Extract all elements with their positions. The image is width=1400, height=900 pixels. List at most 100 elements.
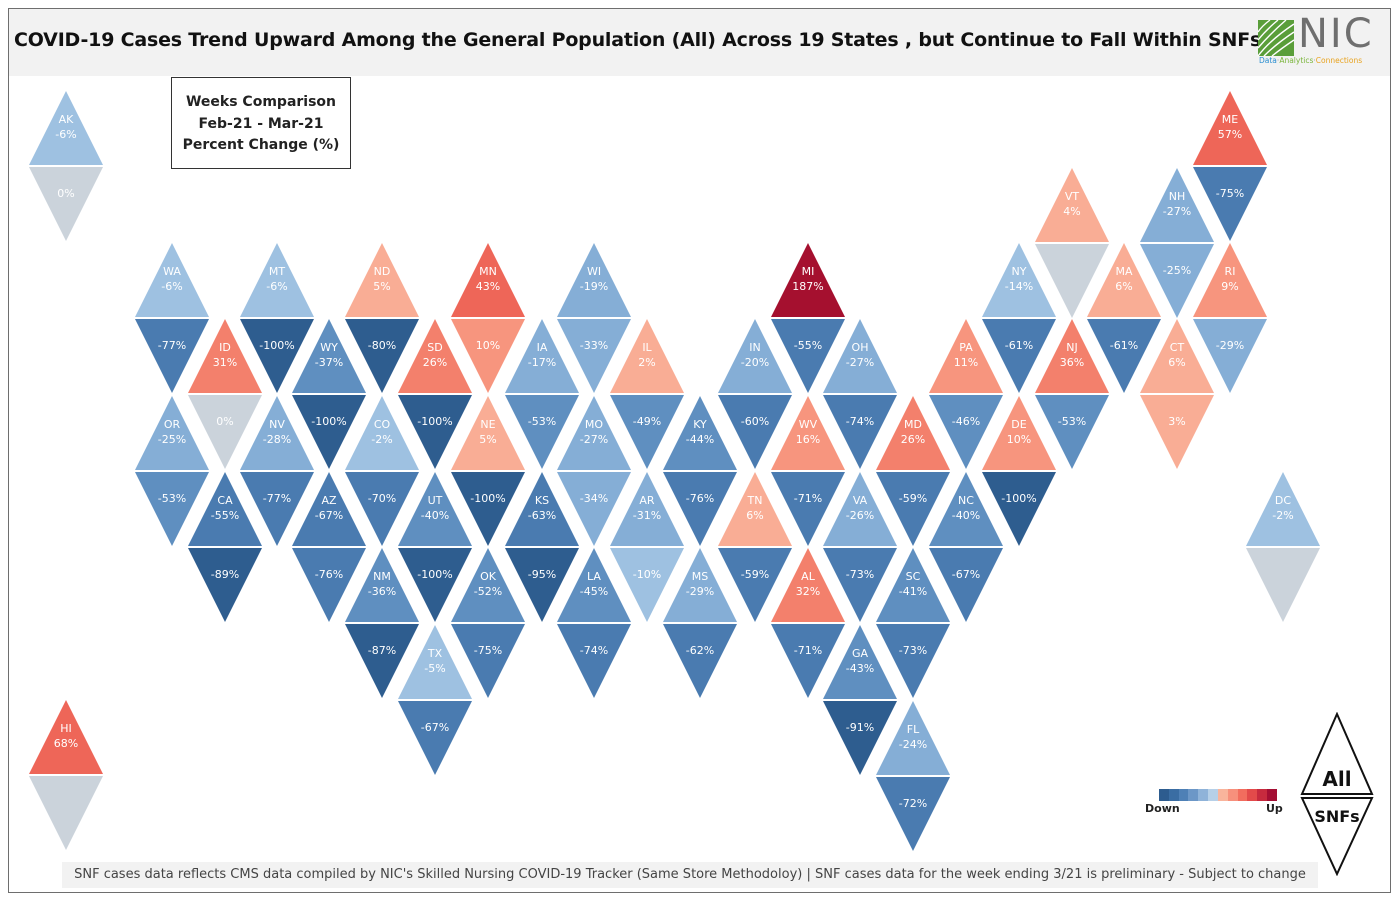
state-ar-snf-triangle[interactable]	[610, 548, 684, 622]
state-wy-snf-triangle[interactable]	[292, 395, 366, 469]
state-az-snf-triangle[interactable]	[292, 548, 366, 622]
state-ms[interactable]: MS -29% -62%	[663, 548, 737, 698]
state-nm-snf-triangle[interactable]	[345, 624, 419, 698]
state-al-all-triangle[interactable]	[771, 548, 845, 622]
state-va[interactable]: VA -26% -73%	[823, 472, 897, 622]
state-dc[interactable]: DC -2%	[1246, 472, 1320, 622]
state-il[interactable]: IL 2% -49%	[610, 319, 684, 469]
state-me-all-triangle[interactable]	[1193, 91, 1267, 165]
state-ky-all-triangle[interactable]	[663, 396, 737, 470]
state-vt-all-triangle[interactable]	[1035, 168, 1109, 242]
state-ga[interactable]: GA -43% -91%	[823, 625, 897, 775]
state-fl-all-triangle[interactable]	[876, 701, 950, 775]
state-ia[interactable]: IA -17% -53%	[505, 319, 579, 469]
state-pa-all-triangle[interactable]	[929, 319, 1003, 393]
state-ct-all-triangle[interactable]	[1140, 319, 1214, 393]
state-ma-all-triangle[interactable]	[1087, 243, 1161, 317]
state-co-all-triangle[interactable]	[345, 396, 419, 470]
state-ca-all-triangle[interactable]	[188, 472, 262, 546]
state-in[interactable]: IN -20% -60%	[718, 319, 792, 469]
state-ak-snf-triangle[interactable]	[29, 167, 103, 241]
state-ks[interactable]: KS -63% -95%	[505, 472, 579, 622]
state-co-snf-triangle[interactable]	[345, 472, 419, 546]
state-tx-snf-triangle[interactable]	[398, 701, 472, 775]
state-ct-snf-triangle[interactable]	[1140, 395, 1214, 469]
state-ok-all-triangle[interactable]	[451, 548, 525, 622]
state-md-snf-triangle[interactable]	[876, 472, 950, 546]
state-hi[interactable]: HI 68%	[29, 700, 103, 850]
state-ma[interactable]: MA 6% -61%	[1087, 243, 1161, 393]
state-wy-all-triangle[interactable]	[292, 319, 366, 393]
state-wa-all-triangle[interactable]	[135, 243, 209, 317]
state-me-snf-triangle[interactable]	[1193, 167, 1267, 241]
state-ok-snf-triangle[interactable]	[451, 624, 525, 698]
state-sd-snf-triangle[interactable]	[398, 395, 472, 469]
state-vt-snf-triangle[interactable]	[1035, 244, 1109, 318]
state-ct[interactable]: CT 6% 3%	[1140, 319, 1214, 469]
state-ma-snf-triangle[interactable]	[1087, 319, 1161, 393]
state-al[interactable]: AL 32% -71%	[771, 548, 845, 698]
state-tx-all-triangle[interactable]	[398, 625, 472, 699]
state-sc-all-triangle[interactable]	[876, 548, 950, 622]
state-mi-snf-triangle[interactable]	[771, 319, 845, 393]
state-sc[interactable]: SC -41% -73%	[876, 548, 950, 698]
state-nj-snf-triangle[interactable]	[1035, 395, 1109, 469]
state-ar-all-triangle[interactable]	[610, 472, 684, 546]
state-hi-all-triangle[interactable]	[29, 700, 103, 774]
state-la-all-triangle[interactable]	[557, 548, 631, 622]
state-mo[interactable]: MO -27% -34%	[557, 396, 631, 546]
state-dc-snf-triangle[interactable]	[1246, 548, 1320, 622]
state-nc-all-triangle[interactable]	[929, 472, 1003, 546]
state-sc-snf-triangle[interactable]	[876, 624, 950, 698]
state-wa[interactable]: WA -6% -77%	[135, 243, 209, 393]
state-nv[interactable]: NV -28% -77%	[240, 396, 314, 546]
state-ia-snf-triangle[interactable]	[505, 395, 579, 469]
state-va-all-triangle[interactable]	[823, 472, 897, 546]
state-ak-all-triangle[interactable]	[29, 91, 103, 165]
state-nc[interactable]: NC -40% -67%	[929, 472, 1003, 622]
state-id[interactable]: ID 31% 0%	[188, 319, 262, 469]
state-oh[interactable]: OH -27% -74%	[823, 319, 897, 469]
state-ut-snf-triangle[interactable]	[398, 548, 472, 622]
state-al-snf-triangle[interactable]	[771, 624, 845, 698]
state-ar[interactable]: AR -31% -10%	[610, 472, 684, 622]
state-nh[interactable]: NH -27% -25%	[1140, 168, 1214, 318]
state-mn-snf-triangle[interactable]	[451, 319, 525, 393]
state-or-all-triangle[interactable]	[135, 396, 209, 470]
state-id-snf-triangle[interactable]	[188, 395, 262, 469]
state-in-snf-triangle[interactable]	[718, 395, 792, 469]
state-ga-all-triangle[interactable]	[823, 625, 897, 699]
state-pa-snf-triangle[interactable]	[929, 395, 1003, 469]
state-ca[interactable]: CA -55% -89%	[188, 472, 262, 622]
state-sd[interactable]: SD 26% -100%	[398, 319, 472, 469]
state-oh-all-triangle[interactable]	[823, 319, 897, 393]
state-az-all-triangle[interactable]	[292, 472, 366, 546]
state-or[interactable]: OR -25% -53%	[135, 396, 209, 546]
state-wv-all-triangle[interactable]	[771, 396, 845, 470]
state-in-all-triangle[interactable]	[718, 319, 792, 393]
state-la-snf-triangle[interactable]	[557, 624, 631, 698]
state-ny-all-triangle[interactable]	[982, 243, 1056, 317]
state-mn[interactable]: MN 43% 10%	[451, 243, 525, 393]
state-md[interactable]: MD 26% -59%	[876, 396, 950, 546]
state-ne-snf-triangle[interactable]	[451, 472, 525, 546]
state-ri-all-triangle[interactable]	[1193, 243, 1267, 317]
state-mn-all-triangle[interactable]	[451, 243, 525, 317]
state-wy[interactable]: WY -37% -100%	[292, 319, 366, 469]
state-nv-snf-triangle[interactable]	[240, 472, 314, 546]
state-pa[interactable]: PA 11% -46%	[929, 319, 1003, 469]
state-tn-snf-triangle[interactable]	[718, 548, 792, 622]
state-il-snf-triangle[interactable]	[610, 395, 684, 469]
state-de[interactable]: DE 10% -100%	[982, 396, 1056, 546]
state-ri-snf-triangle[interactable]	[1193, 319, 1267, 393]
state-ky[interactable]: KY -44% -76%	[663, 396, 737, 546]
state-me[interactable]: ME 57% -75%	[1193, 91, 1267, 241]
state-ms-all-triangle[interactable]	[663, 548, 737, 622]
state-az[interactable]: AZ -67% -76%	[292, 472, 366, 622]
state-de-snf-triangle[interactable]	[982, 472, 1056, 546]
state-mi[interactable]: MI 187% -55%	[771, 243, 845, 393]
state-nj[interactable]: NJ 36% -53%	[1035, 319, 1109, 469]
state-ny[interactable]: NY -14% -61%	[982, 243, 1056, 393]
state-ak[interactable]: AK -6% 0%	[29, 91, 103, 241]
state-id-all-triangle[interactable]	[188, 319, 262, 393]
